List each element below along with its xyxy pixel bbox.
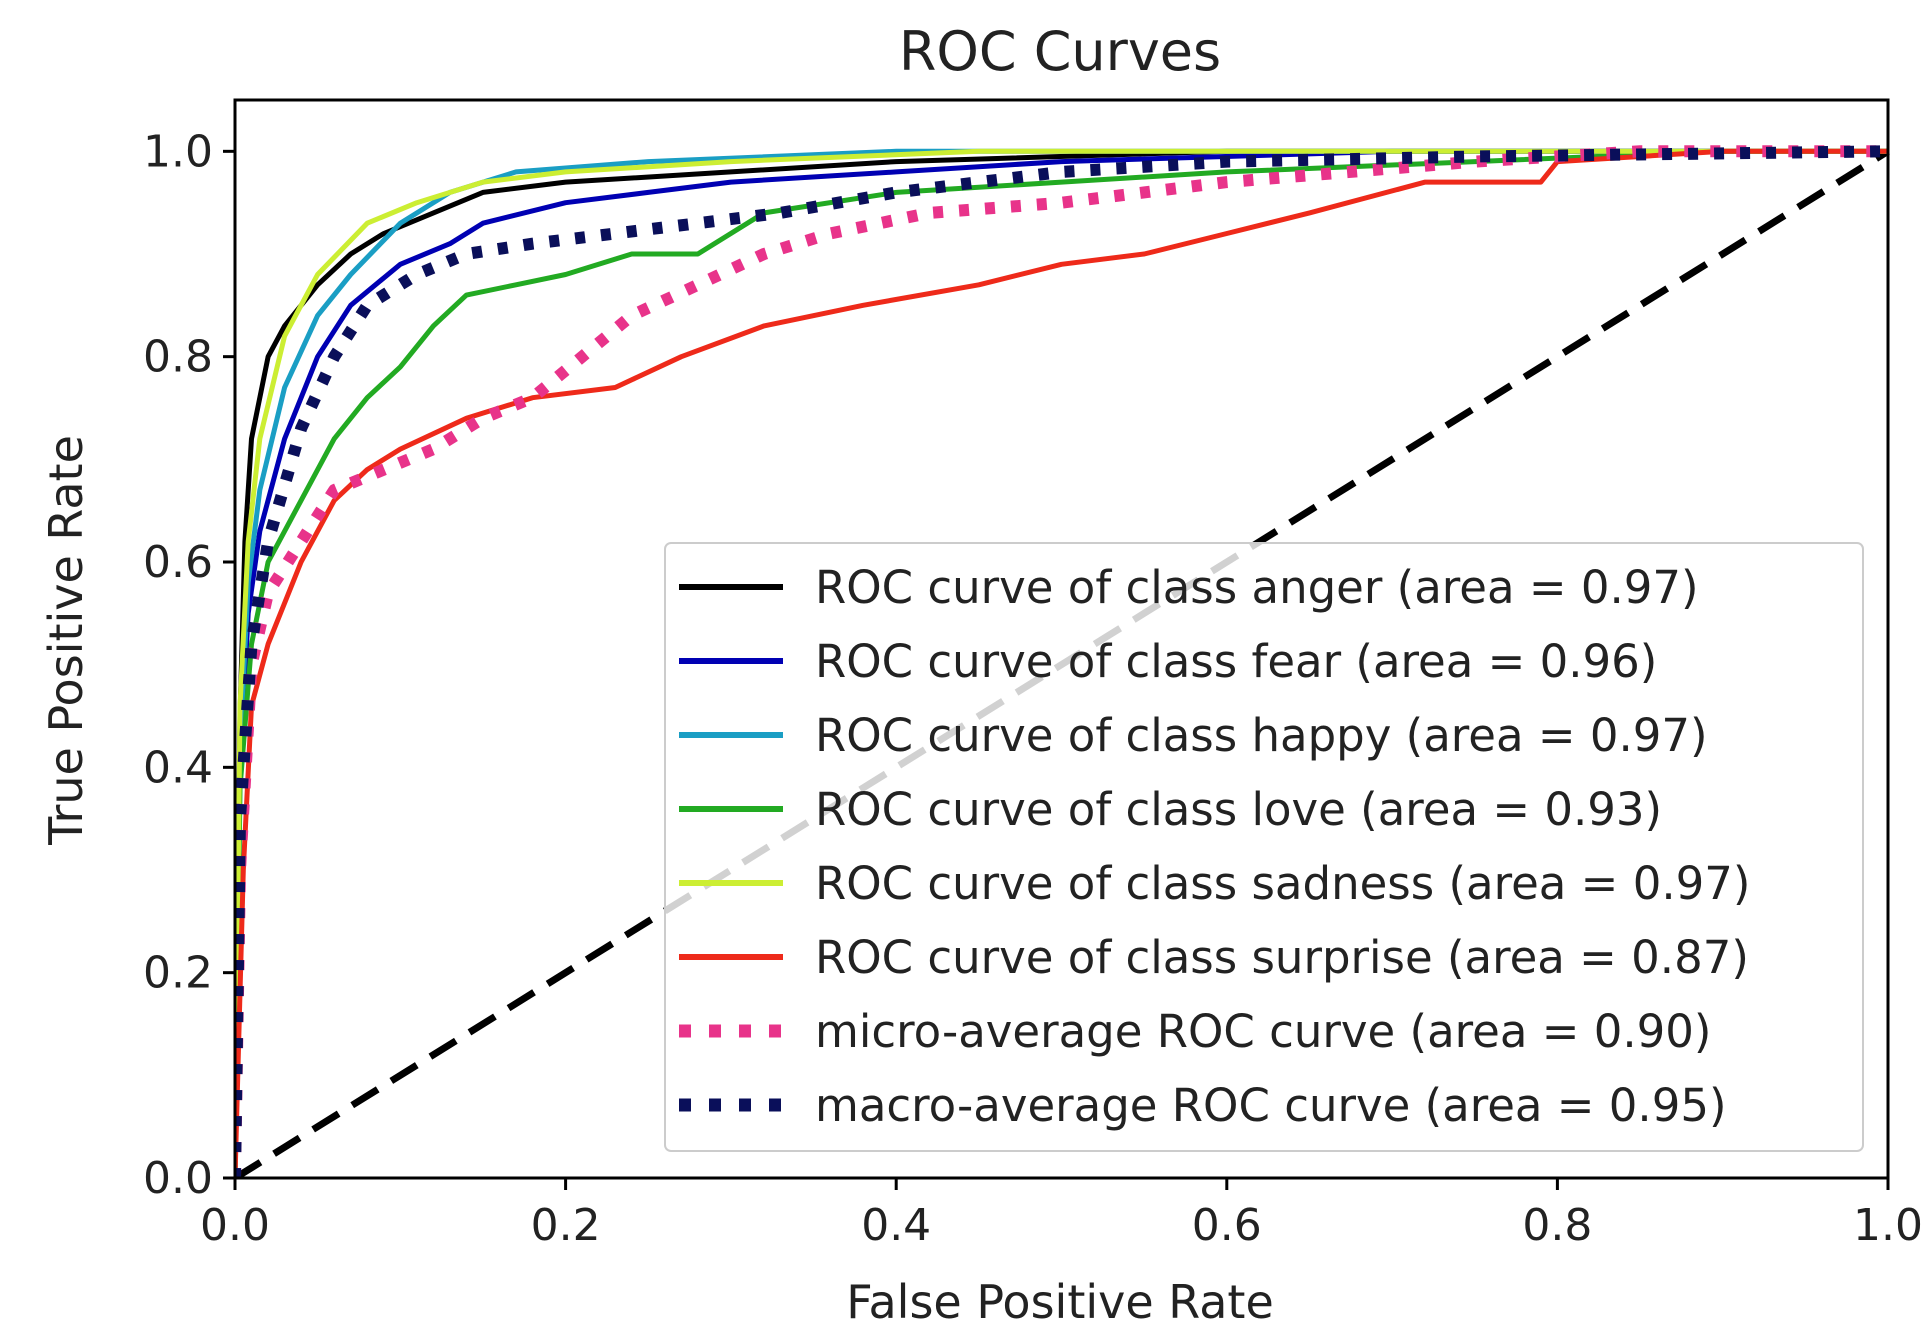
y-tick-label: 0.4 (143, 742, 213, 793)
legend-entry-label: ROC curve of class happy (area = 0.97) (815, 709, 1708, 762)
legend-entry-label: ROC curve of class surprise (area = 0.87… (815, 931, 1749, 984)
x-tick-label: 0.2 (531, 1200, 601, 1251)
chart-title: ROC Curves (899, 20, 1221, 83)
legend-box (664, 542, 1864, 1152)
legend-entry-label: ROC curve of class fear (area = 0.96) (815, 635, 1657, 688)
curves-group (235, 145, 1890, 1178)
legend-entry-label: ROC curve of class love (area = 0.93) (815, 783, 1662, 836)
y-tick-label: 0.2 (143, 948, 213, 999)
y-axis-label: True Positive Rate (39, 435, 93, 846)
roc-curve-series-7 (235, 145, 1889, 1178)
axis-ticks: 0.0 0.2 0.4 0.6 0.8 1.0 0.0 0.2 0.4 0.6 0.8 1.0 (143, 126, 1923, 1251)
roc-curve-series-6 (235, 145, 1888, 1178)
legend-entry-label: micro-average ROC curve (area = 0.90) (815, 1005, 1711, 1058)
y-tick-label: 0.0 (143, 1153, 213, 1204)
legend-entry-label: macro-average ROC curve (area = 0.95) (815, 1079, 1727, 1132)
x-tick-label: 0.6 (1192, 1200, 1262, 1251)
plot-area (233, 98, 1890, 1180)
x-tick-label: 0.4 (861, 1200, 931, 1251)
roc-curve-series-0 (235, 148, 1888, 1178)
x-tick-label: 0.8 (1522, 1200, 1592, 1251)
y-tick-label: 0.8 (143, 332, 213, 383)
roc-curve-series-3 (235, 148, 1888, 1178)
x-tick-label: 1.0 (1853, 1200, 1923, 1251)
x-tick-label: 0.0 (200, 1200, 270, 1251)
legend-entry-label: ROC curve of class sadness (area = 0.97) (815, 857, 1750, 910)
roc-curve-series-4 (235, 148, 1888, 1178)
legend-entry-label: ROC curve of class anger (area = 0.97) (815, 561, 1699, 614)
x-axis-label: False Positive Rate (846, 1275, 1274, 1329)
y-tick-label: 0.6 (143, 537, 213, 588)
roc-curve-series-5 (235, 148, 1888, 1178)
roc-curve-series-1 (235, 148, 1888, 1178)
y-tick-label: 1.0 (143, 126, 213, 177)
axes-frame (233, 98, 1890, 1180)
legend: ROC curve of class anger (area = 0.97) RO… (664, 542, 1864, 1152)
